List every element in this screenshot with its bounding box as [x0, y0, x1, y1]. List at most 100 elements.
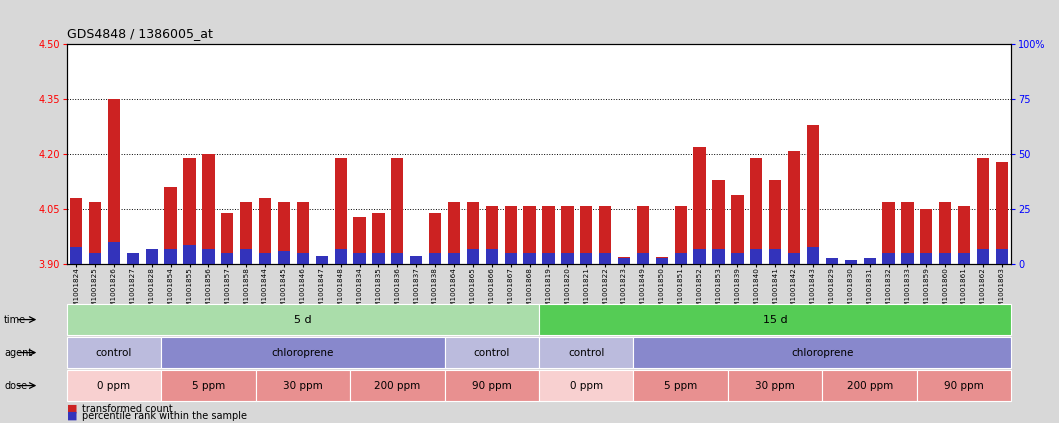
Text: GDS4848 / 1386005_at: GDS4848 / 1386005_at: [67, 27, 213, 41]
Bar: [429, 213, 442, 264]
Bar: [732, 195, 743, 264]
Bar: [976, 249, 989, 264]
Bar: [750, 158, 762, 264]
Bar: [391, 158, 403, 264]
Text: ■: ■: [67, 404, 77, 414]
Text: 0 ppm: 0 ppm: [97, 381, 130, 390]
Bar: [769, 249, 782, 264]
Bar: [297, 253, 309, 264]
Bar: [636, 253, 649, 264]
Bar: [750, 249, 762, 264]
Bar: [656, 257, 668, 264]
Bar: [826, 261, 838, 264]
Bar: [863, 261, 876, 264]
Text: control: control: [568, 348, 605, 357]
Bar: [277, 202, 290, 264]
Bar: [807, 247, 819, 264]
Text: 5 d: 5 d: [294, 315, 311, 324]
Bar: [713, 249, 724, 264]
Bar: [448, 202, 461, 264]
Bar: [316, 255, 328, 264]
Bar: [617, 257, 630, 264]
Bar: [391, 253, 403, 264]
Bar: [561, 253, 574, 264]
Bar: [713, 180, 724, 264]
Bar: [335, 249, 346, 264]
Bar: [429, 253, 442, 264]
Text: 15 d: 15 d: [762, 315, 788, 324]
Bar: [694, 249, 705, 264]
Bar: [145, 261, 158, 264]
Bar: [259, 253, 271, 264]
Text: chloroprene: chloroprene: [272, 348, 334, 357]
Bar: [108, 242, 120, 264]
Bar: [617, 258, 630, 264]
Bar: [939, 253, 951, 264]
Text: 0 ppm: 0 ppm: [570, 381, 603, 390]
Bar: [958, 206, 970, 264]
Bar: [221, 213, 233, 264]
Bar: [976, 158, 989, 264]
Bar: [542, 206, 555, 264]
Bar: [240, 249, 252, 264]
Bar: [145, 249, 158, 264]
Text: transformed count: transformed count: [82, 404, 173, 414]
Bar: [845, 260, 857, 264]
Bar: [373, 253, 384, 264]
Bar: [958, 253, 970, 264]
Text: 90 ppm: 90 ppm: [472, 381, 511, 390]
Bar: [221, 253, 233, 264]
Text: control: control: [473, 348, 510, 357]
Bar: [202, 249, 215, 264]
Bar: [807, 125, 819, 264]
Bar: [277, 251, 290, 264]
Bar: [901, 253, 914, 264]
Bar: [89, 202, 102, 264]
Bar: [467, 249, 479, 264]
Bar: [316, 261, 328, 264]
Bar: [467, 202, 479, 264]
Bar: [70, 247, 83, 264]
Bar: [164, 187, 177, 264]
Bar: [845, 261, 857, 264]
Bar: [354, 253, 365, 264]
Text: time: time: [4, 315, 26, 324]
Bar: [354, 217, 365, 264]
Bar: [523, 253, 536, 264]
Bar: [675, 206, 687, 264]
Bar: [183, 158, 196, 264]
Bar: [882, 253, 895, 264]
Bar: [675, 253, 687, 264]
Bar: [108, 99, 120, 264]
Text: control: control: [95, 348, 132, 357]
Bar: [882, 202, 895, 264]
Text: 200 ppm: 200 ppm: [374, 381, 420, 390]
Bar: [202, 154, 215, 264]
Bar: [580, 206, 592, 264]
Bar: [599, 206, 611, 264]
Text: 200 ppm: 200 ppm: [846, 381, 893, 390]
Bar: [504, 253, 517, 264]
Bar: [504, 206, 517, 264]
Text: 5 ppm: 5 ppm: [192, 381, 225, 390]
Bar: [901, 202, 914, 264]
Bar: [486, 206, 498, 264]
Bar: [656, 258, 668, 264]
Text: 30 ppm: 30 ppm: [755, 381, 795, 390]
Text: ■: ■: [67, 411, 77, 421]
Text: percentile rank within the sample: percentile rank within the sample: [82, 411, 247, 421]
Bar: [410, 255, 423, 264]
Bar: [788, 151, 801, 264]
Bar: [561, 206, 574, 264]
Bar: [920, 209, 933, 264]
Bar: [164, 249, 177, 264]
Bar: [240, 202, 252, 264]
Bar: [599, 253, 611, 264]
Bar: [769, 180, 782, 264]
Bar: [542, 253, 555, 264]
Bar: [183, 244, 196, 264]
Bar: [127, 253, 139, 264]
Bar: [335, 158, 346, 264]
Text: 5 ppm: 5 ppm: [664, 381, 697, 390]
Bar: [523, 206, 536, 264]
